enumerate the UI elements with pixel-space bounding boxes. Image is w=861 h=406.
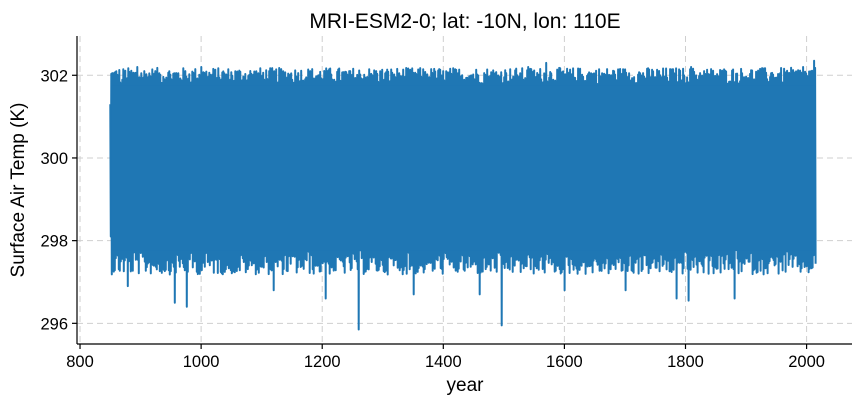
- x-tick-label: 1200: [304, 353, 341, 371]
- y-axis-label: Surface Air Temp (K): [8, 103, 29, 278]
- x-axis-label: year: [447, 375, 485, 396]
- x-tick-label: 1600: [546, 353, 583, 371]
- x-tick-label: 1800: [667, 353, 704, 371]
- plot-area: [109, 59, 817, 331]
- x-tick-label: 2000: [788, 353, 825, 371]
- series-band: [111, 85, 816, 251]
- y-tick-label: 298: [40, 233, 68, 251]
- y-tick-label: 296: [40, 315, 68, 333]
- x-tick-label: 800: [66, 353, 94, 371]
- x-tick-label: 1400: [425, 353, 462, 371]
- y-tick-label: 302: [40, 67, 68, 85]
- x-tick-label: 1000: [183, 353, 220, 371]
- y-tick-label: 300: [40, 150, 68, 168]
- chart-title: MRI-ESM2-0; lat: -10N, lon: 110E: [309, 10, 620, 33]
- axes: 800 1000 1200 1400 1600 1800 2000 296 298 300 302: [40, 36, 852, 371]
